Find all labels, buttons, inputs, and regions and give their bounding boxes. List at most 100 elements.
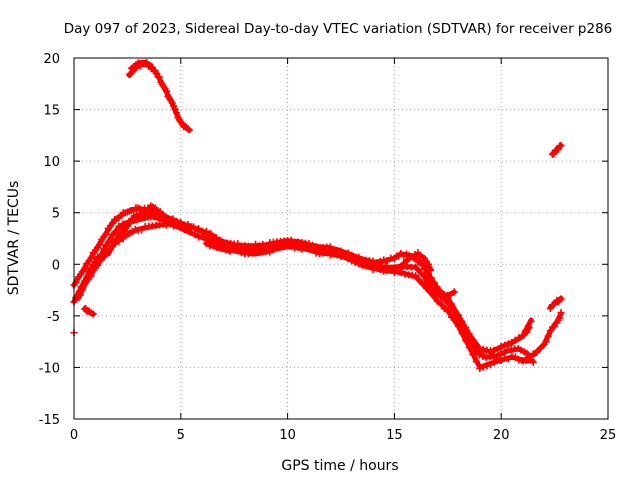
data-point-marker (486, 352, 494, 360)
data-point-marker (210, 241, 218, 249)
data-point-marker (155, 73, 163, 81)
data-point-marker (163, 87, 171, 95)
series-band-mid-2 (104, 202, 181, 257)
x-tick-label: 15 (386, 428, 403, 443)
data-point-marker (430, 279, 438, 287)
x-tick-label: 5 (177, 428, 185, 443)
data-point-marker (497, 343, 505, 350)
data-point-marker (185, 126, 193, 134)
data-point-marker (81, 265, 89, 273)
data-point-marker (447, 291, 455, 299)
data-point-marker (322, 247, 330, 255)
data-point-marker (383, 257, 391, 264)
data-point-marker (533, 349, 541, 357)
data-point-marker (446, 301, 454, 309)
data-point-marker (557, 309, 565, 317)
series-band-mid-1 (89, 213, 531, 362)
data-point-marker (104, 249, 112, 257)
y-tick-label: 10 (43, 155, 60, 170)
data-point-marker (211, 233, 219, 241)
data-point-marker (483, 362, 491, 370)
data-point-marker (493, 353, 501, 361)
y-tick-label: 5 (52, 207, 60, 222)
data-point-marker (521, 327, 529, 335)
series-late-right-3 (546, 295, 565, 312)
data-point-marker (461, 326, 469, 334)
x-axis-label: GPS time / hours (281, 458, 398, 474)
data-point-marker (262, 245, 270, 253)
chart-title: Day 097 of 2023, Sidereal Day-to-day VTE… (64, 21, 613, 37)
data-point-marker (339, 250, 347, 258)
data-point-marker (207, 229, 215, 237)
data-point-marker (550, 150, 558, 158)
data-point-marker (74, 292, 82, 300)
data-point-marker (508, 338, 516, 346)
data-point-marker (489, 351, 497, 359)
data-point-marker (191, 231, 199, 239)
data-point-marker (194, 226, 202, 234)
data-point-marker (213, 244, 221, 252)
data-point-marker (412, 272, 420, 280)
data-point-marker (301, 241, 309, 249)
data-point-marker (475, 351, 483, 359)
grid (74, 58, 608, 419)
data-point-marker (75, 288, 83, 296)
data-point-marker (544, 332, 552, 340)
data-point-marker (85, 267, 93, 275)
data-point-marker (422, 279, 430, 287)
data-point-marker (173, 108, 181, 116)
y-tick-label: 20 (43, 52, 60, 67)
data-point-marker (93, 253, 101, 261)
data-point-marker (296, 240, 304, 248)
x-tick-label: 20 (493, 428, 510, 443)
data-point-marker (123, 222, 131, 230)
data-point-marker (529, 358, 537, 366)
data-point-marker (360, 258, 368, 266)
data-point-marker (440, 305, 448, 313)
data-point-marker (376, 257, 384, 265)
series-band-mid-5 (422, 279, 458, 303)
y-tick-label: -10 (39, 361, 60, 376)
data-point-marker (447, 313, 455, 321)
data-point-marker (511, 353, 519, 361)
data-point-marker (529, 350, 537, 358)
data-point-marker (138, 226, 146, 234)
data-point-marker (554, 145, 562, 153)
data-point-marker (542, 338, 550, 346)
series-upper-late (548, 141, 565, 158)
data-point-marker (472, 358, 480, 366)
series-early-left-2 (81, 305, 97, 318)
data-point-marker (415, 276, 423, 284)
data-point-marker (400, 260, 408, 268)
data-point-marker (106, 236, 114, 244)
data-point-marker (217, 245, 225, 253)
data-point-marker (81, 277, 89, 285)
data-point-marker (305, 242, 313, 250)
data-point-marker (106, 245, 114, 253)
data-point-marker (482, 354, 490, 362)
series-early-left-1 (70, 253, 101, 306)
data-point-marker (151, 66, 159, 74)
data-point-marker (190, 223, 198, 231)
data-point-marker (433, 283, 441, 291)
data-point-marker (98, 251, 106, 259)
data-point-marker (524, 322, 532, 330)
data-point-marker (177, 220, 185, 228)
data-point-marker (198, 228, 206, 236)
data-point-marker (100, 245, 108, 253)
data-point-marker (397, 264, 405, 272)
data-point-marker (252, 240, 260, 248)
data-point-marker (147, 63, 155, 71)
data-point-marker (126, 218, 134, 226)
data-point-marker (469, 351, 477, 359)
data-point-marker (501, 341, 509, 349)
data-point-marker (522, 354, 530, 362)
data-point-marker (476, 365, 484, 373)
data-point-marker (515, 334, 523, 342)
data-point-marker (519, 357, 527, 365)
y-tick-label: -5 (47, 310, 60, 325)
data-point-marker (335, 248, 343, 256)
data-point-marker (267, 243, 275, 251)
data-point-marker (87, 254, 95, 262)
